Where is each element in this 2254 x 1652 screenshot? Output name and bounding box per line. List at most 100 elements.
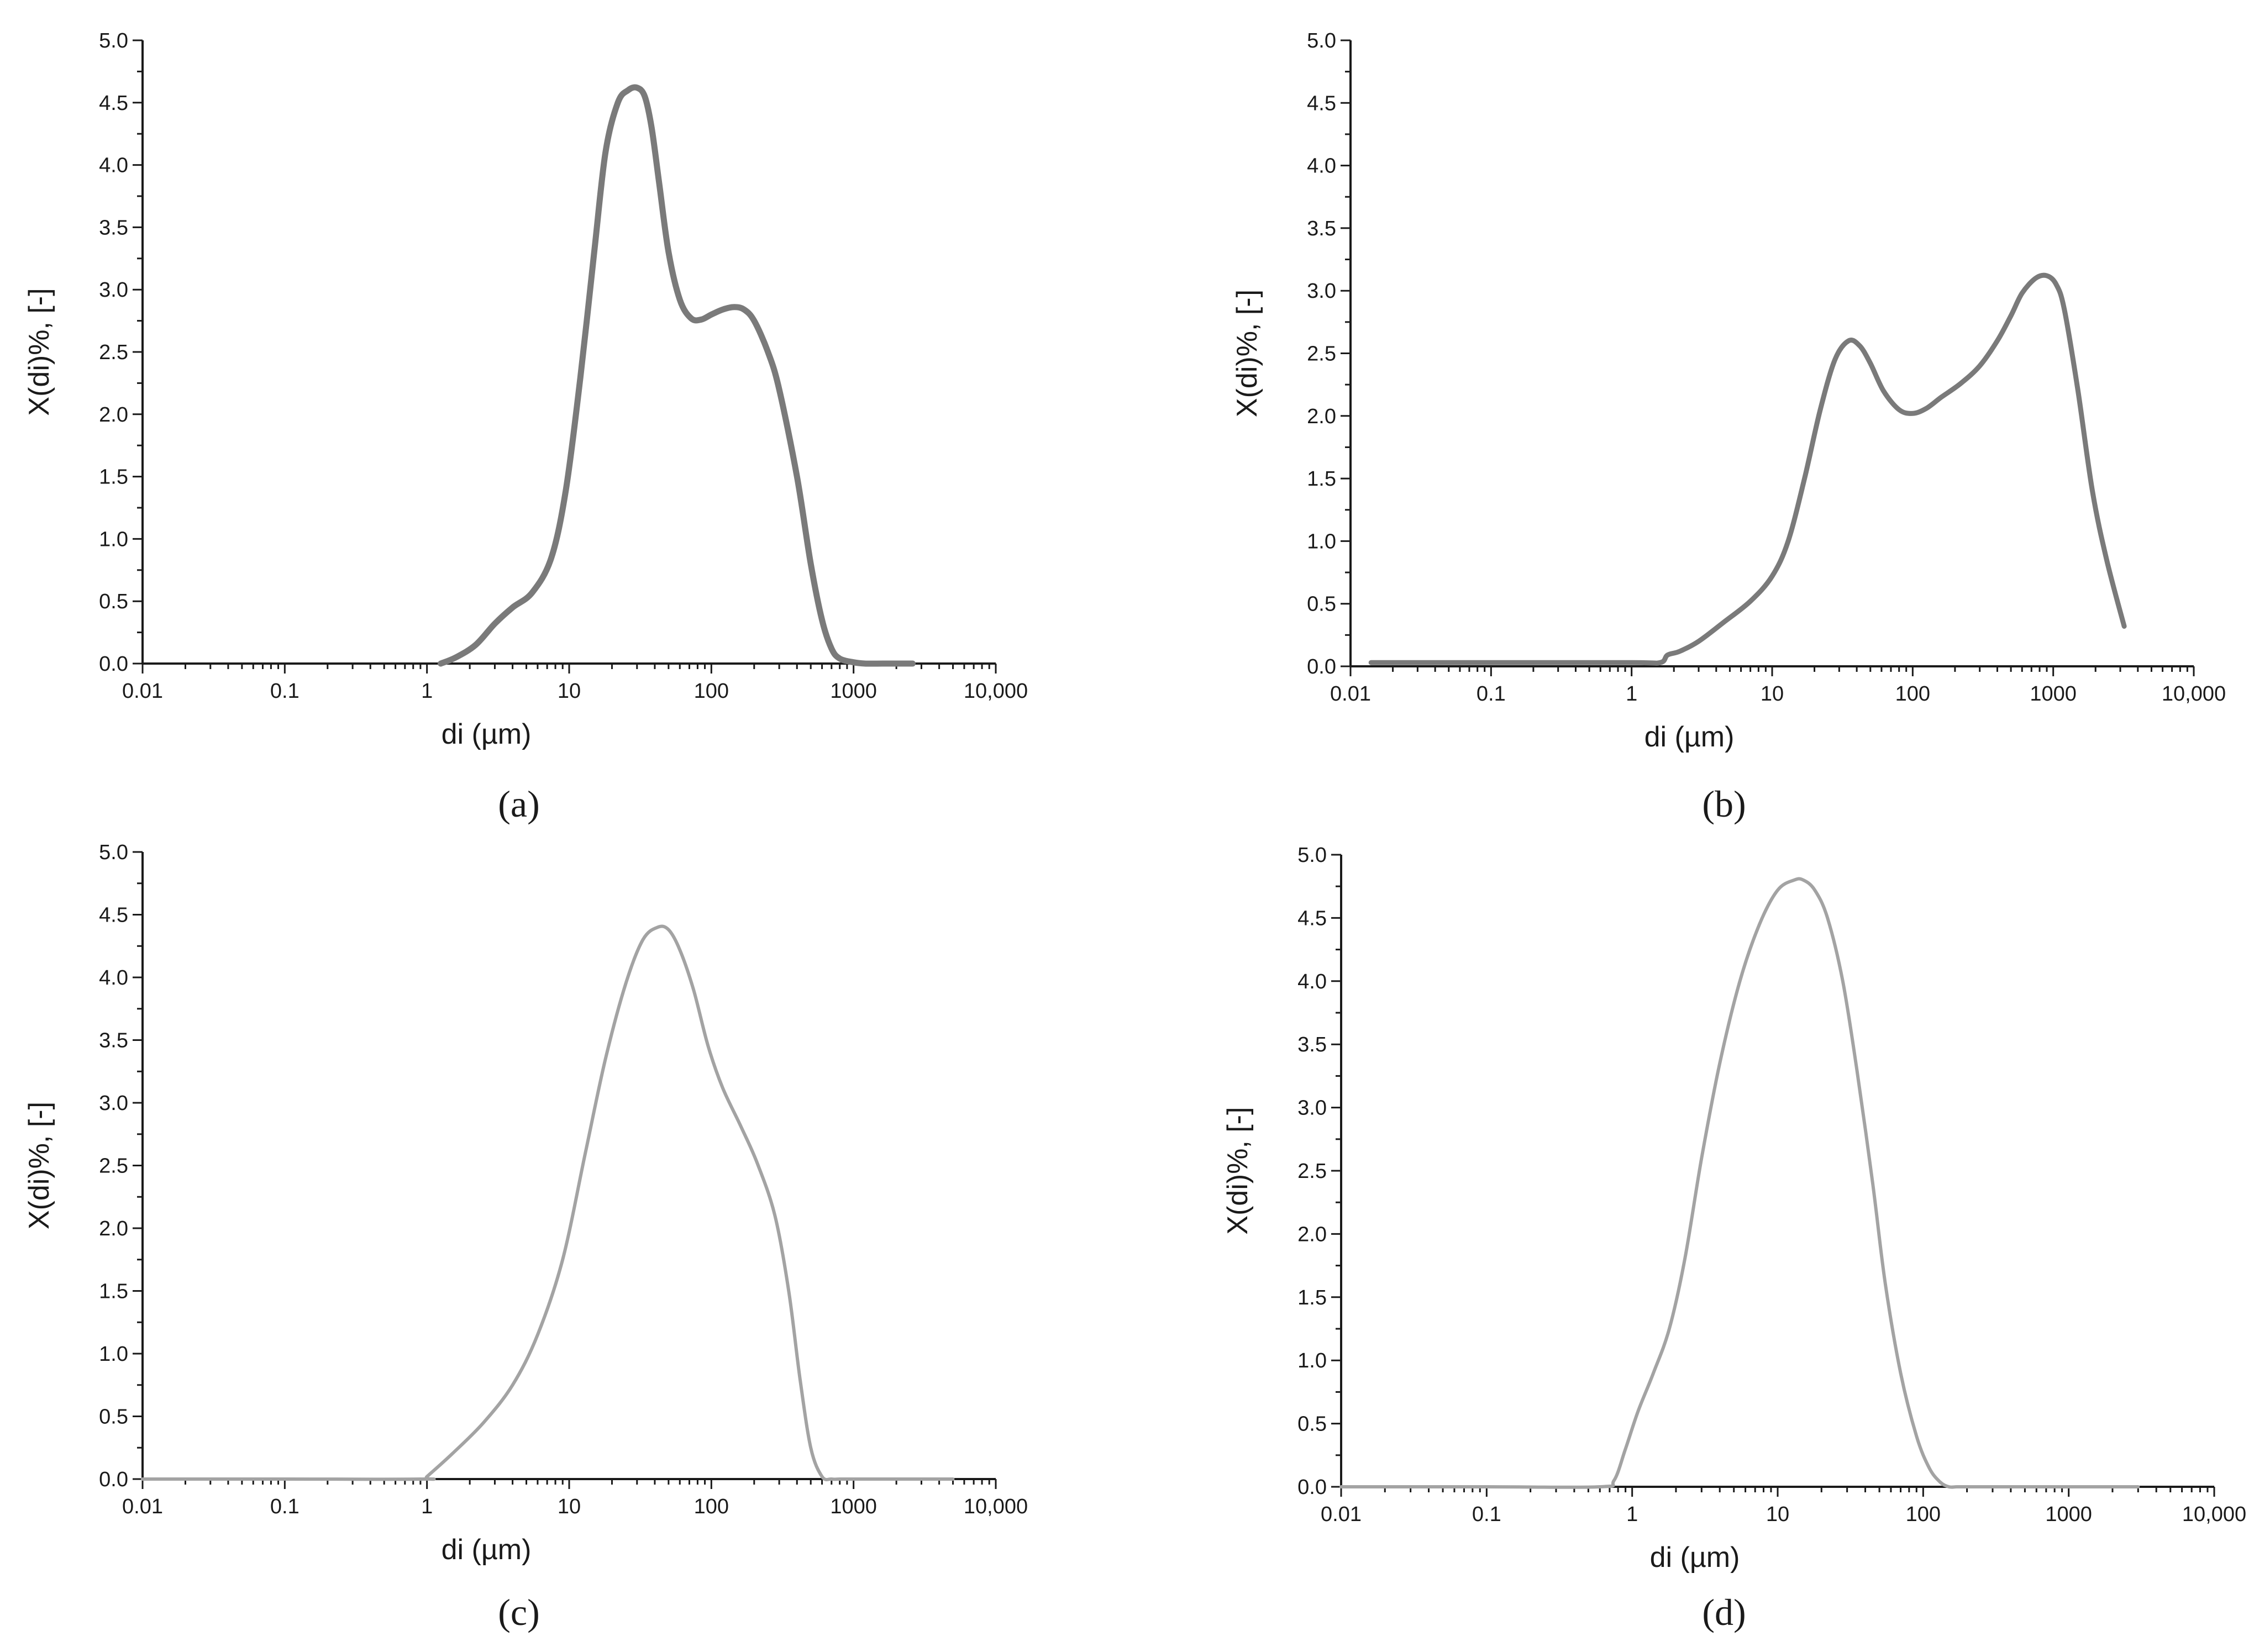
x-tick-label: 0.1 [270,680,300,703]
x-tick-label: 1 [421,1495,433,1518]
y-tick-label: 4.5 [1307,92,1336,115]
panel-caption: (c) [498,1591,540,1633]
y-tick-label: 1.0 [99,1343,128,1366]
y-tick-label: 4.5 [99,92,128,115]
x-tick-label: 1000 [830,1495,877,1518]
y-tick-label: 0.0 [99,1468,128,1491]
y-axis-title: X(di)%, [-] [1231,290,1263,417]
caption-close-paren: ) [527,1591,540,1633]
caption-letter: c [511,1591,527,1633]
caption-open-paren: ( [1702,783,1715,825]
y-tick-label: 0.5 [1297,1413,1327,1436]
x-tick-label: 10,000 [2162,682,2226,706]
y-tick-label: 2.5 [99,341,128,364]
x-axis-title: di (µm) [442,718,532,750]
x-tick-label: 10,000 [964,1495,1028,1518]
y-tick-label: 5.0 [1297,844,1327,867]
caption-close-paren: ) [527,783,540,825]
x-tick-label: 0.1 [270,1495,300,1518]
y-tick-label: 1.5 [99,466,128,489]
y-tick-label: 0.5 [99,590,128,613]
x-tick-label: 0.01 [122,1495,163,1518]
y-tick-label: 1.5 [99,1280,128,1303]
x-axis-title: di (µm) [1644,721,1735,753]
x-tick-label: 1000 [830,680,877,703]
panel-b: 0.0 0.5 1.0 1.5 2.0 2.5 3.0 3.5 4.0 4.5 5.0 0.01 0.1… [1231,29,2226,825]
y-tick-label: 1.0 [1297,1349,1327,1372]
y-tick-label: 0.5 [1307,593,1336,616]
y-tick-label: 5.0 [99,29,128,52]
x-tick-label: 100 [1906,1503,1941,1526]
x-tick-label: 0.01 [1330,682,1371,706]
y-tick-label: 0.0 [1307,655,1336,678]
caption-letter: a [511,783,527,825]
y-tick-label: 4.5 [99,904,128,927]
y-tick-label: 4.0 [1307,155,1336,178]
x-tick-label: 10,000 [964,680,1028,703]
caption-close-paren: ) [1733,783,1746,825]
y-tick-label: 2.0 [99,1217,128,1240]
y-tick-label: 1.0 [99,528,128,551]
x-tick-label: 0.1 [1477,682,1506,706]
x-tick-label: 1 [1626,1503,1638,1526]
x-tick-label: 100 [694,680,729,703]
panel-c: 0.0 0.5 1.0 1.5 2.0 2.5 3.0 3.5 4.0 4.5 5.0 0.01 0.1… [23,841,1028,1633]
y-tick-label: 2.0 [1307,405,1336,428]
caption-open-paren: ( [498,783,511,825]
x-tick-label: 10,000 [2182,1503,2246,1526]
y-tick-label: 5.0 [1307,29,1336,52]
y-tick-label: 2.0 [1297,1223,1327,1246]
y-tick-label: 2.5 [99,1155,128,1178]
panel-caption: (b) [1702,783,1746,825]
series-line [1339,877,2140,1489]
y-tick-label: 0.0 [1297,1476,1327,1499]
series-line [438,84,916,667]
y-axis-title: X(di)%, [-] [1222,1107,1254,1234]
x-tick-label: 1 [421,680,433,703]
x-tick-label: 0.1 [1472,1503,1501,1526]
y-axis-title: X(di)%, [-] [23,288,55,415]
y-tick-label: 5.0 [99,841,128,864]
x-tick-label: 100 [1895,682,1930,706]
caption-open-paren: ( [498,1591,511,1633]
x-axis-title: di (µm) [442,1534,532,1566]
series-line [1368,272,2127,666]
caption-letter: b [1715,783,1733,825]
x-tick-label: 10 [558,1495,581,1518]
y-tick-label: 3.0 [1297,1097,1327,1120]
x-tick-label: 1000 [2030,682,2077,706]
caption-open-paren: ( [1702,1591,1715,1633]
caption-close-paren: ) [1733,1591,1746,1633]
y-tick-label: 2.5 [1297,1160,1327,1183]
y-tick-label: 3.5 [1307,217,1336,240]
x-tick-label: 0.01 [1321,1503,1362,1526]
y-tick-label: 0.5 [99,1406,128,1429]
y-tick-label: 3.5 [99,1029,128,1053]
y-tick-label: 1.0 [1307,530,1336,553]
x-axis-title: di (µm) [1650,1541,1740,1574]
y-tick-label: 4.0 [99,154,128,177]
panel-a: 0.0 0.5 1.0 1.5 2.0 2.5 3.0 3.5 4.0 4.5 5.0 0.01 0.1… [23,29,1028,825]
y-tick-label: 4.0 [99,966,128,990]
x-tick-label: 10 [1761,682,1784,706]
y-tick-label: 2.5 [1307,343,1336,366]
y-tick-label: 0.0 [99,653,128,676]
panel-caption: (a) [498,783,540,825]
y-tick-label: 3.5 [1297,1033,1327,1056]
series-line [141,924,955,1481]
x-tick-label: 1 [1626,682,1637,706]
y-tick-label: 1.5 [1297,1286,1327,1309]
y-tick-label: 3.5 [99,216,128,239]
x-tick-label: 0.01 [122,680,163,703]
caption-letter: d [1715,1591,1733,1633]
y-tick-label: 3.0 [1307,280,1336,303]
panel-caption: (d) [1702,1591,1746,1633]
y-tick-label: 3.0 [99,1092,128,1115]
y-tick-label: 4.5 [1297,907,1327,930]
y-tick-label: 4.0 [1297,970,1327,993]
x-tick-label: 1000 [2045,1503,2092,1526]
y-tick-label: 2.0 [99,403,128,427]
x-tick-label: 10 [558,680,581,703]
y-tick-label: 3.0 [99,278,128,302]
